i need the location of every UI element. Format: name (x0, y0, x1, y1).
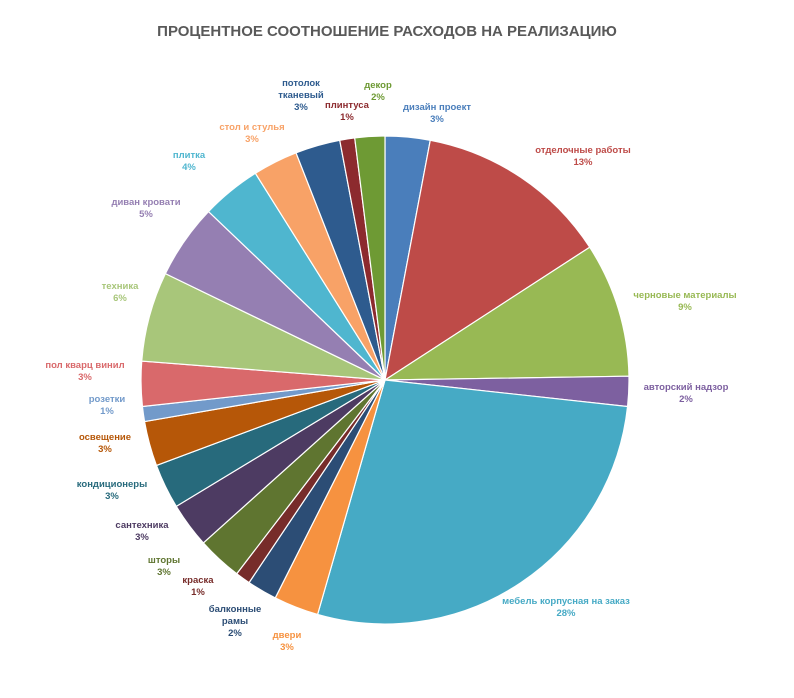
slice-label: двери 3% (273, 630, 302, 653)
slice-label: стол и стулья 3% (219, 122, 284, 145)
slice-label: балконные рамы 2% (209, 604, 262, 639)
slice-label: мебель корпусная на заказ 28% (502, 596, 630, 619)
slice-label: декор 2% (364, 80, 392, 103)
pie-slice (384, 139, 591, 382)
chart-title: ПРОЦЕНТНОЕ СООТНОШЕНИЕ РАСХОДОВ НА РЕАЛИ… (157, 23, 617, 40)
slice-label: освещение 3% (79, 432, 131, 455)
slice-label: шторы 3% (148, 555, 180, 578)
pie-slice (354, 135, 386, 381)
slice-label: потолок тканевый 3% (278, 78, 324, 113)
slice-label: плитка 4% (173, 150, 206, 173)
slices-group (140, 135, 630, 625)
slice-label: отделочные работы 13% (535, 145, 630, 168)
slice-label: краска 1% (182, 575, 214, 598)
pie-slice (382, 246, 630, 381)
pie-slice (316, 379, 629, 625)
slice-label: розетки 1% (89, 394, 126, 417)
slice-label: авторский надзор 2% (644, 382, 729, 405)
slice-label: кондиционеры 3% (77, 479, 147, 502)
labels-group: дизайн проект 3% отделочные работы 13% черно… (45, 78, 736, 653)
slice-label: пол кварц винил 3% (45, 360, 124, 383)
slice-label: дизайн проект 3% (403, 102, 471, 125)
slice-label: черновые материалы 9% (633, 290, 736, 313)
slice-label: сантехника 3% (115, 520, 169, 543)
slice-label: техника 6% (102, 281, 139, 304)
slice-label: диван кровати 5% (111, 197, 180, 220)
slice-label: плинтуса 1% (325, 100, 370, 123)
